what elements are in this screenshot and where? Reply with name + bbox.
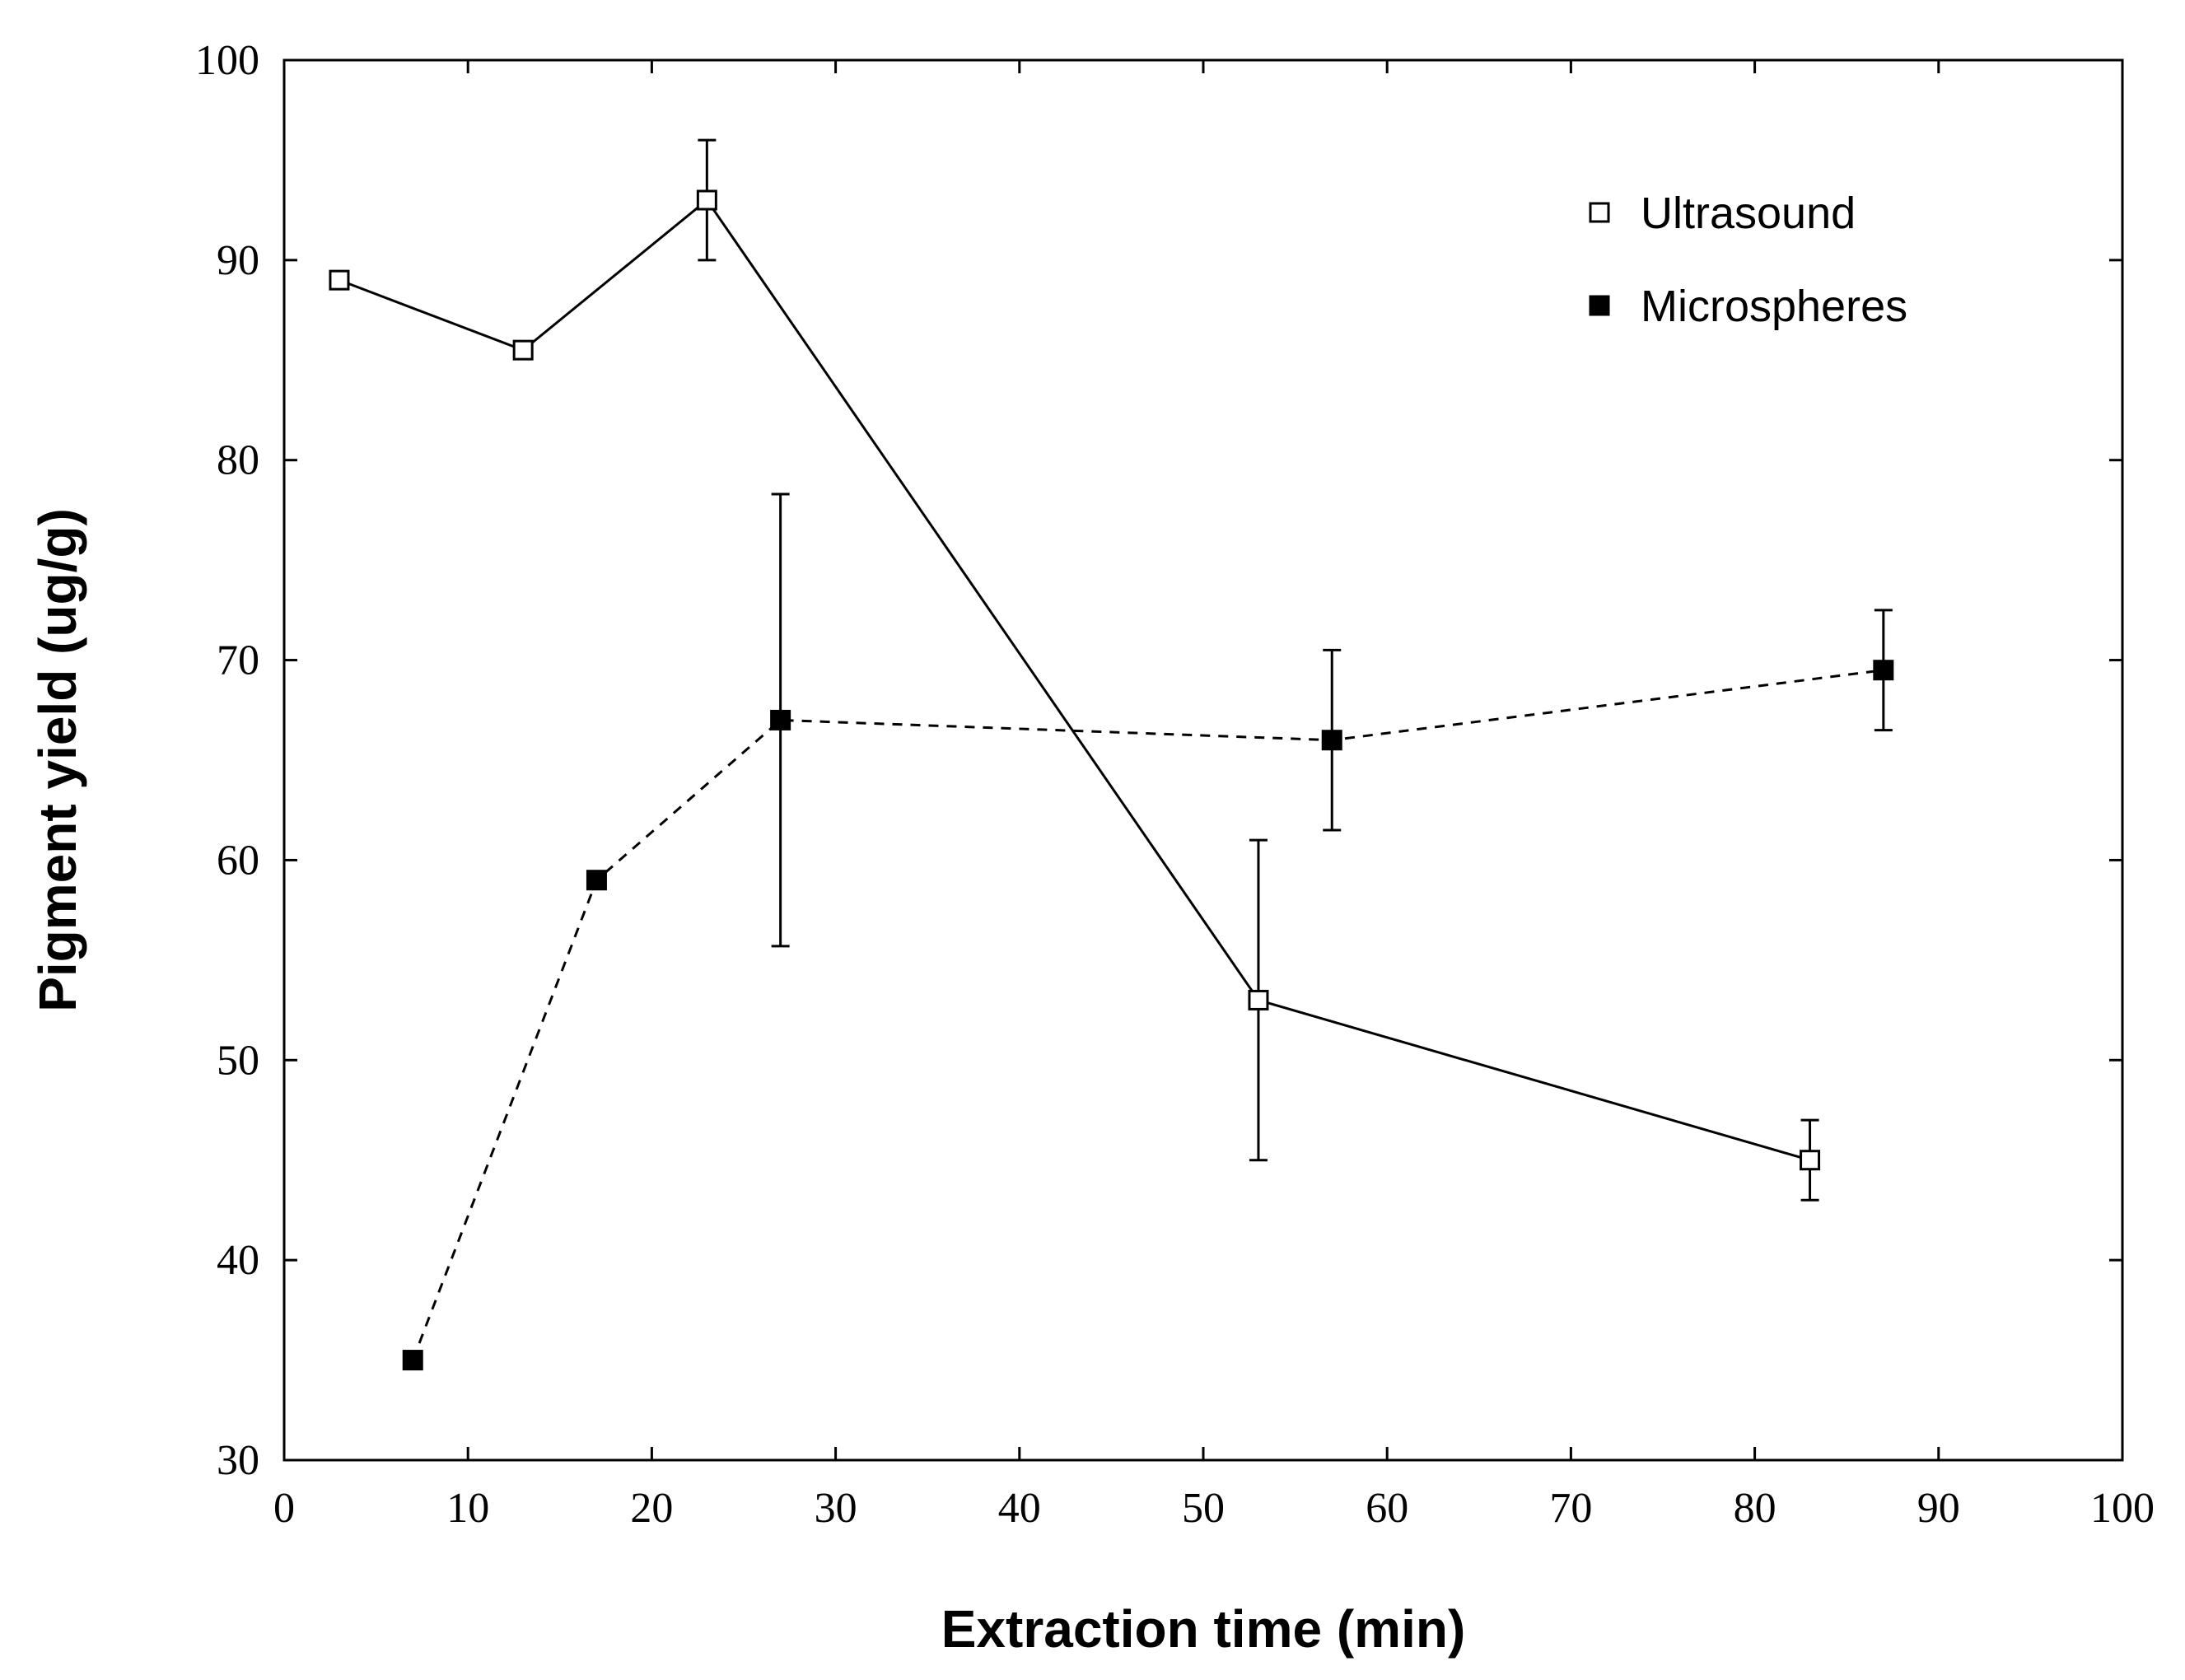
legend-marker [1589,202,1610,223]
y-tick-label: 50 [217,1037,259,1084]
series-line [411,669,1884,1361]
data-point [512,339,534,361]
x-tick-label: 20 [630,1485,673,1532]
x-tick-label: 40 [998,1485,1041,1532]
x-tick-label: 90 [1917,1485,1960,1532]
legend-marker [1589,295,1610,316]
x-tick-label: 0 [273,1485,295,1532]
legend-label: Ultrasound [1641,189,1856,238]
legend: Ultrasound Microspheres [1589,189,1907,331]
series-ultrasound [329,138,1821,1202]
x-tick-label: 70 [1549,1485,1592,1532]
plot-frame [282,58,2124,1462]
y-tick-label: 30 [217,1437,259,1484]
y-tick-label: 60 [217,837,259,884]
legend-item-microspheres: Microspheres [1589,282,1907,331]
x-tick-label: 60 [1366,1485,1408,1532]
x-tick-label: 30 [815,1485,857,1532]
data-point [1800,1150,1821,1171]
y-tick-label: 80 [217,437,259,484]
y-tick-label: 40 [217,1237,259,1284]
data-point [329,269,350,291]
y-axis-title: Pigment yield (ug/g) [28,508,87,1012]
legend-item-ultrasound: Ultrasound [1589,189,1856,238]
data-point [402,1350,423,1371]
series-microspheres [402,492,1894,1371]
y-tick-label: 100 [195,37,259,84]
data-point [1248,989,1269,1010]
legend-label: Microspheres [1641,282,1907,331]
series-layer [329,138,1894,1371]
data-point [696,189,717,211]
y-tick-label: 90 [217,237,259,284]
data-point [1873,660,1894,681]
data-point [586,870,607,891]
data-point [1321,730,1342,751]
x-tick-label: 80 [1734,1485,1776,1532]
series-line [338,198,1810,1162]
x-tick-label: 50 [1182,1485,1225,1532]
x-tick-label: 10 [446,1485,489,1532]
y-tick-label: 70 [217,637,259,684]
data-point [770,709,791,730]
x-axis-title: Extraction time (min) [941,1599,1466,1659]
x-tick-label: 100 [2090,1485,2155,1532]
axis-ticks: 0 10 20 30 40 50 60 70 80 90 100 30 40 50 60 70 80 90 100 [195,37,2155,1532]
